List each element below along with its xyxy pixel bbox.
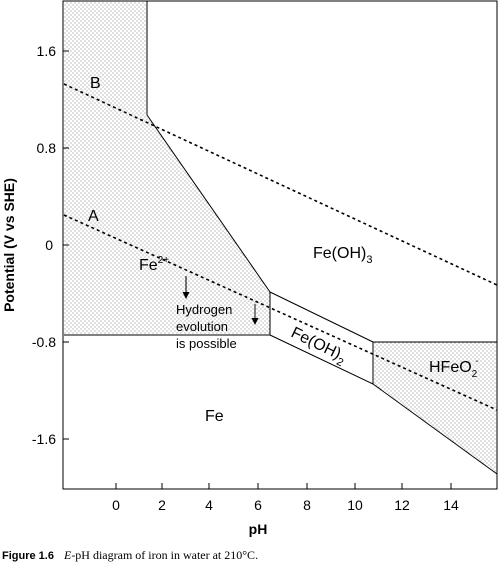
x-ticks xyxy=(115,483,452,489)
x-tick-label: 12 xyxy=(394,497,410,513)
boundary-lines xyxy=(64,1,498,475)
hydrogen-note-line3: is possible xyxy=(176,336,237,351)
y-ticks xyxy=(63,50,69,440)
x-tick-label: 0 xyxy=(112,497,120,513)
hydrogen-arrow-2 xyxy=(251,304,259,325)
y-tick-label: 1.6 xyxy=(37,43,57,59)
x-tick-label: 14 xyxy=(443,497,459,513)
hydrogen-note-line1: Hydrogen xyxy=(176,302,232,317)
x-tick-label: 2 xyxy=(158,497,166,513)
hfeo2-label: HFeO2- xyxy=(429,356,479,380)
fe2-label: Fe2+ xyxy=(139,255,169,274)
x-tick-label: 8 xyxy=(303,497,311,513)
y-tick-label: 0.8 xyxy=(37,140,57,156)
x-tick-label: 4 xyxy=(205,497,213,513)
feoh3-label: Fe(OH)3 xyxy=(313,245,372,266)
y-axis-title: Potential (V vs SHE) xyxy=(1,178,17,312)
line-b xyxy=(63,83,498,286)
x-tick-label: 10 xyxy=(347,497,363,513)
x-axis-title: pH xyxy=(249,521,268,537)
y-tick-label: -0.8 xyxy=(32,334,56,350)
line-a xyxy=(63,214,498,411)
y-tick-label: -1.6 xyxy=(32,431,56,447)
fe-label: Fe xyxy=(205,408,224,425)
hydrogen-note-line2: evolution xyxy=(176,319,228,334)
y-tick-label: 0 xyxy=(45,237,53,253)
figure-caption: Figure 1.6 E-pH diagram of iron in water… xyxy=(2,546,258,562)
line-b-label: B xyxy=(90,75,101,92)
hydrogen-arrow-1 xyxy=(182,276,190,299)
line-a-label: A xyxy=(88,208,99,225)
x-tick-label: 6 xyxy=(254,497,262,513)
fe2-region xyxy=(64,1,270,335)
hfeo2-region xyxy=(373,342,497,474)
